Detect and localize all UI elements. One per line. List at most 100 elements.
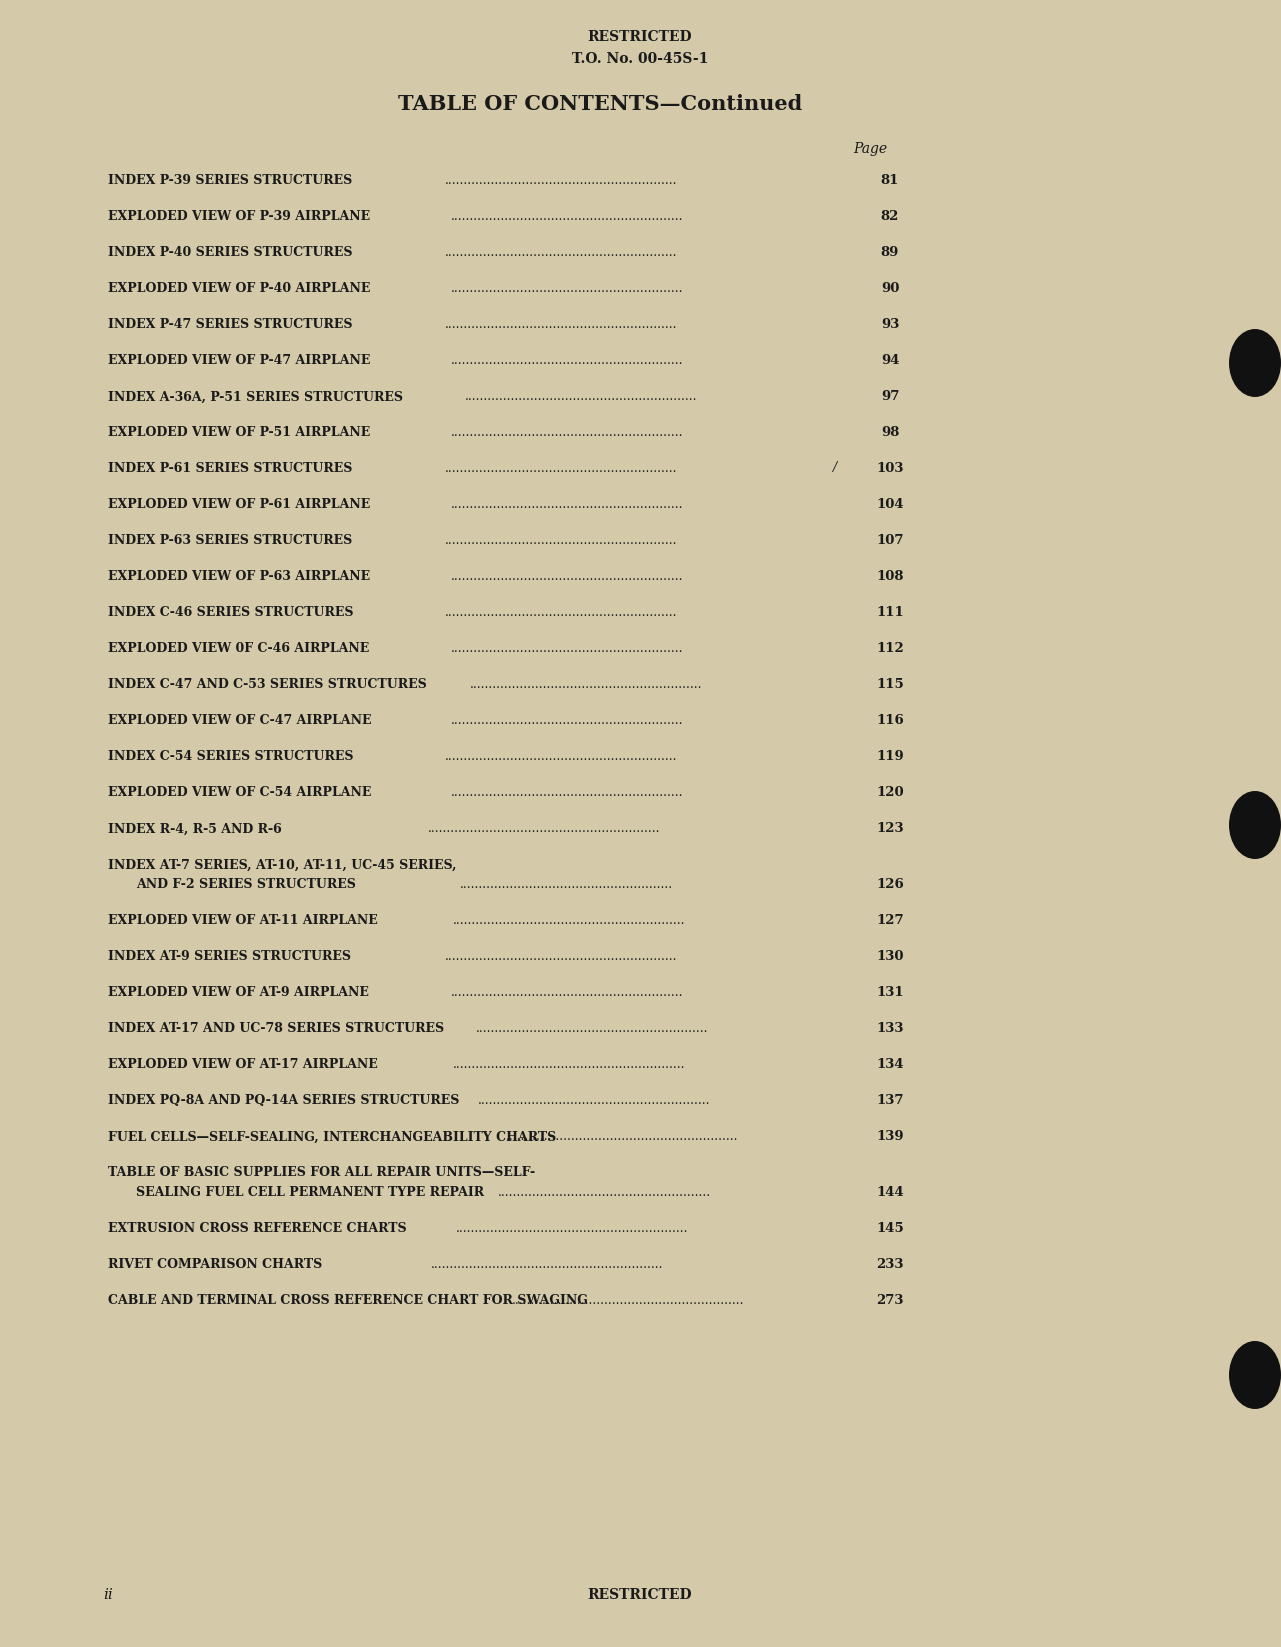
Text: ii: ii <box>104 1588 113 1603</box>
Text: 134: 134 <box>876 1059 904 1072</box>
Text: EXPLODED VIEW OF P-40 AIRPLANE: EXPLODED VIEW OF P-40 AIRPLANE <box>108 283 370 295</box>
Text: EXPLODED VIEW OF C-54 AIRPLANE: EXPLODED VIEW OF C-54 AIRPLANE <box>108 787 371 799</box>
Text: 108: 108 <box>876 570 904 583</box>
Text: INDEX P-61 SERIES STRUCTURES: INDEX P-61 SERIES STRUCTURES <box>108 463 352 476</box>
Text: 116: 116 <box>876 715 904 728</box>
Text: 107: 107 <box>876 535 904 547</box>
Text: RIVET COMPARISON CHARTS: RIVET COMPARISON CHARTS <box>108 1258 323 1271</box>
Text: 89: 89 <box>881 247 899 260</box>
Text: ............................................................: ........................................… <box>432 1258 664 1271</box>
Text: INDEX AT-7 SERIES, AT-10, AT-11, UC-45 SERIES,: INDEX AT-7 SERIES, AT-10, AT-11, UC-45 S… <box>108 858 456 871</box>
Text: CABLE AND TERMINAL CROSS REFERENCE CHART FOR SWAGING: CABLE AND TERMINAL CROSS REFERENCE CHART… <box>108 1295 588 1308</box>
Text: EXPLODED VIEW 0F C-46 AIRPLANE: EXPLODED VIEW 0F C-46 AIRPLANE <box>108 642 369 656</box>
Text: RESTRICTED: RESTRICTED <box>588 1588 692 1603</box>
Text: 137: 137 <box>876 1095 904 1107</box>
Text: 273: 273 <box>876 1295 904 1308</box>
Text: ............................................................: ........................................… <box>445 318 678 331</box>
Text: ............................................................: ........................................… <box>453 1059 685 1072</box>
Text: ............................................................: ........................................… <box>451 570 683 583</box>
Text: ............................................................: ........................................… <box>428 822 661 835</box>
Text: 97: 97 <box>881 390 899 404</box>
Text: EXPLODED VIEW OF AT-9 AIRPLANE: EXPLODED VIEW OF AT-9 AIRPLANE <box>108 987 369 1000</box>
Text: 104: 104 <box>876 499 904 512</box>
Text: ............................................................: ........................................… <box>445 463 678 476</box>
Text: 144: 144 <box>876 1186 904 1199</box>
Text: Page: Page <box>853 142 886 156</box>
Text: 127: 127 <box>876 914 904 927</box>
Text: INDEX P-40 SERIES STRUCTURES: INDEX P-40 SERIES STRUCTURES <box>108 247 352 260</box>
Text: ............................................................: ........................................… <box>451 987 683 1000</box>
Text: /: / <box>833 461 836 473</box>
Text: INDEX R-4, R-5 AND R-6: INDEX R-4, R-5 AND R-6 <box>108 822 282 835</box>
Text: ............................................................: ........................................… <box>451 354 683 367</box>
Text: FUEL CELLS—SELF-SEALING, INTERCHANGEABILITY CHARTS: FUEL CELLS—SELF-SEALING, INTERCHANGEABIL… <box>108 1130 556 1143</box>
Text: INDEX P-47 SERIES STRUCTURES: INDEX P-47 SERIES STRUCTURES <box>108 318 352 331</box>
Text: 130: 130 <box>876 950 904 963</box>
Text: 145: 145 <box>876 1222 904 1235</box>
Text: ............................................................: ........................................… <box>451 787 683 799</box>
Text: ............................................................: ........................................… <box>445 247 678 260</box>
Text: 81: 81 <box>881 175 899 188</box>
Text: 139: 139 <box>876 1130 904 1143</box>
Text: INDEX C-54 SERIES STRUCTURES: INDEX C-54 SERIES STRUCTURES <box>108 751 354 764</box>
Text: 103: 103 <box>876 463 904 476</box>
Text: EXTRUSION CROSS REFERENCE CHARTS: EXTRUSION CROSS REFERENCE CHARTS <box>108 1222 406 1235</box>
Text: ............................................................: ........................................… <box>445 175 678 188</box>
Text: ............................................................: ........................................… <box>451 211 683 224</box>
Text: 123: 123 <box>876 822 904 835</box>
Text: ............................................................: ........................................… <box>451 283 683 295</box>
Text: 120: 120 <box>876 787 904 799</box>
Text: ............................................................: ........................................… <box>451 715 683 728</box>
Ellipse shape <box>1228 1341 1281 1408</box>
Ellipse shape <box>1228 791 1281 860</box>
Text: 82: 82 <box>881 211 899 224</box>
Text: EXPLODED VIEW OF P-61 AIRPLANE: EXPLODED VIEW OF P-61 AIRPLANE <box>108 499 370 512</box>
Text: 98: 98 <box>881 427 899 440</box>
Text: INDEX AT-9 SERIES STRUCTURES: INDEX AT-9 SERIES STRUCTURES <box>108 950 351 963</box>
Text: ............................................................: ........................................… <box>445 535 678 547</box>
Text: ............................................................: ........................................… <box>445 751 678 764</box>
Text: ............................................................: ........................................… <box>456 1222 689 1235</box>
Text: INDEX C-47 AND C-53 SERIES STRUCTURES: INDEX C-47 AND C-53 SERIES STRUCTURES <box>108 679 427 692</box>
Text: ............................................................: ........................................… <box>478 1095 711 1107</box>
Text: 111: 111 <box>876 606 904 619</box>
Text: SEALING FUEL CELL PERMANENT TYPE REPAIR: SEALING FUEL CELL PERMANENT TYPE REPAIR <box>136 1186 484 1199</box>
Text: 93: 93 <box>881 318 899 331</box>
Text: .......................................................: ........................................… <box>498 1186 711 1199</box>
Text: 126: 126 <box>876 878 904 891</box>
Text: ............................................................: ........................................… <box>511 1295 744 1308</box>
Text: INDEX P-39 SERIES STRUCTURES: INDEX P-39 SERIES STRUCTURES <box>108 175 352 188</box>
Text: ............................................................: ........................................… <box>470 679 702 692</box>
Text: ............................................................: ........................................… <box>451 642 683 656</box>
Text: 119: 119 <box>876 751 904 764</box>
Text: EXPLODED VIEW OF P-39 AIRPLANE: EXPLODED VIEW OF P-39 AIRPLANE <box>108 211 370 224</box>
Text: ............................................................: ........................................… <box>453 914 685 927</box>
Ellipse shape <box>1228 329 1281 397</box>
Text: 133: 133 <box>876 1023 904 1036</box>
Text: ............................................................: ........................................… <box>451 499 683 512</box>
Text: EXPLODED VIEW OF P-47 AIRPLANE: EXPLODED VIEW OF P-47 AIRPLANE <box>108 354 370 367</box>
Text: ............................................................: ........................................… <box>475 1023 708 1036</box>
Text: EXPLODED VIEW OF C-47 AIRPLANE: EXPLODED VIEW OF C-47 AIRPLANE <box>108 715 371 728</box>
Text: 115: 115 <box>876 679 904 692</box>
Text: ............................................................: ........................................… <box>506 1130 739 1143</box>
Text: EXPLODED VIEW OF AT-11 AIRPLANE: EXPLODED VIEW OF AT-11 AIRPLANE <box>108 914 378 927</box>
Text: TABLE OF CONTENTS—Continued: TABLE OF CONTENTS—Continued <box>398 94 802 114</box>
Text: INDEX C-46 SERIES STRUCTURES: INDEX C-46 SERIES STRUCTURES <box>108 606 354 619</box>
Text: 131: 131 <box>876 987 904 1000</box>
Text: ............................................................: ........................................… <box>445 950 678 963</box>
Text: TABLE OF BASIC SUPPLIES FOR ALL REPAIR UNITS—SELF-: TABLE OF BASIC SUPPLIES FOR ALL REPAIR U… <box>108 1166 535 1179</box>
Text: EXPLODED VIEW OF P-63 AIRPLANE: EXPLODED VIEW OF P-63 AIRPLANE <box>108 570 370 583</box>
Text: ............................................................: ........................................… <box>445 606 678 619</box>
Text: ............................................................: ........................................… <box>465 390 697 404</box>
Text: 94: 94 <box>881 354 899 367</box>
Text: ............................................................: ........................................… <box>451 427 683 440</box>
Text: EXPLODED VIEW OF AT-17 AIRPLANE: EXPLODED VIEW OF AT-17 AIRPLANE <box>108 1059 378 1072</box>
Text: 90: 90 <box>881 283 899 295</box>
Text: AND F-2 SERIES STRUCTURES: AND F-2 SERIES STRUCTURES <box>136 878 356 891</box>
Text: INDEX P-63 SERIES STRUCTURES: INDEX P-63 SERIES STRUCTURES <box>108 535 352 547</box>
Text: EXPLODED VIEW OF P-51 AIRPLANE: EXPLODED VIEW OF P-51 AIRPLANE <box>108 427 370 440</box>
Text: INDEX A-36A, P-51 SERIES STRUCTURES: INDEX A-36A, P-51 SERIES STRUCTURES <box>108 390 404 404</box>
Text: 112: 112 <box>876 642 904 656</box>
Text: RESTRICTED: RESTRICTED <box>588 30 692 44</box>
